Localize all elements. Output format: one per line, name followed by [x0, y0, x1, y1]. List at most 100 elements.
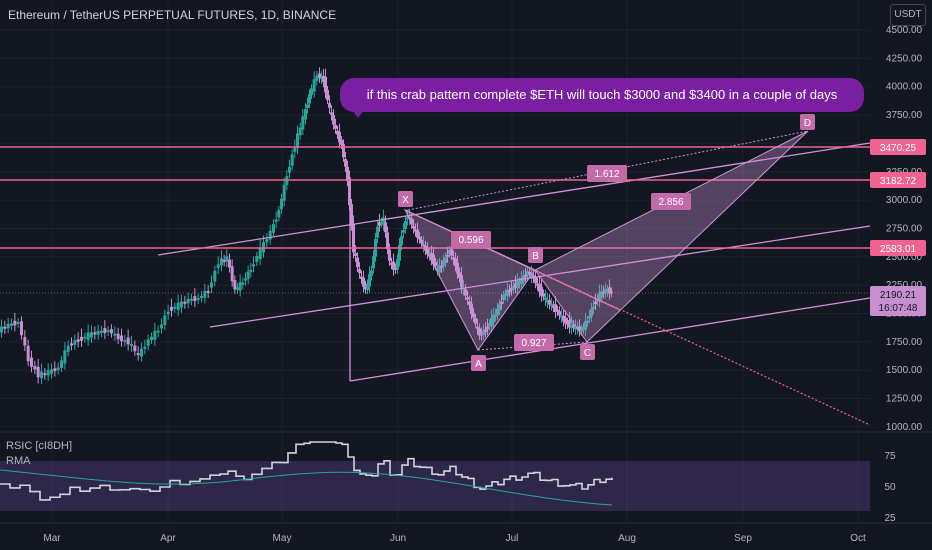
candle-body [370, 270, 373, 276]
candle-body [388, 249, 391, 261]
candle-body [570, 323, 573, 329]
ratio-label-2856: 2.856 [651, 193, 691, 210]
candle-body [210, 282, 213, 288]
candle-body [46, 370, 50, 376]
rsi-axis: 75 50 25 [884, 451, 896, 524]
svg-text:2583.01: 2583.01 [880, 244, 917, 255]
candle-body [492, 314, 495, 323]
candle-body [494, 314, 497, 317]
candle-body [249, 269, 253, 272]
ratio-label-0596: 0.596 [451, 231, 491, 248]
candle-body [233, 280, 237, 290]
candle-body [342, 144, 345, 158]
candle-body [468, 301, 471, 305]
annotation-callout[interactable]: if this crab pattern complete $ETH will … [340, 78, 864, 112]
candle-body [73, 340, 77, 345]
candle-body [490, 317, 493, 327]
lower-channel-line[interactable] [349, 297, 871, 382]
candle-body [96, 330, 100, 335]
crab-pattern[interactable] [403, 130, 809, 351]
time-tick: Jun [390, 533, 406, 544]
candle-body [238, 282, 242, 291]
candle-body [193, 296, 197, 302]
candle-body [380, 221, 383, 224]
candle-body [83, 336, 87, 339]
candle-body [472, 312, 475, 318]
current-price-tag: 2190.21 16:07:48 [870, 286, 926, 316]
candle-body [604, 288, 607, 294]
candle-body [484, 329, 487, 332]
point-label-c: C [580, 344, 595, 360]
candle-body [356, 257, 359, 268]
candle-body [228, 259, 231, 268]
candle-body [110, 329, 113, 334]
time-axis[interactable]: Mar Apr May Jun Jul Aug Sep Oct [43, 533, 866, 544]
candle-body [180, 301, 183, 308]
svg-text:B: B [532, 251, 539, 262]
candle-body [600, 291, 603, 298]
candle-body [396, 258, 399, 270]
candle-body [338, 131, 341, 143]
candle-body [332, 115, 335, 125]
svg-text:A: A [475, 359, 482, 370]
candle-body [346, 166, 349, 182]
candle-body [372, 256, 375, 269]
candle-body [546, 299, 549, 303]
price-tick: 1500.00 [886, 365, 923, 376]
candle-body [282, 184, 286, 201]
svg-text:0.596: 0.596 [458, 235, 483, 246]
candle-body [470, 303, 473, 314]
candle-body [170, 306, 173, 311]
level-tag-2583: 2583.01 [870, 240, 926, 256]
candle-body [508, 290, 511, 293]
svg-text:X: X [402, 195, 409, 206]
indicator-label[interactable]: RSIC [cI8DH] [6, 440, 73, 452]
price-axis[interactable]: 4500.004250.004000.003750.003500.003250.… [886, 25, 923, 433]
candle-body [450, 249, 453, 256]
candle-body [93, 332, 97, 335]
candle-body [498, 304, 501, 311]
candle-body [203, 290, 207, 298]
price-tick: 1250.00 [886, 394, 923, 405]
currency-button[interactable]: USDT [890, 4, 926, 26]
point-label-a: A [471, 355, 486, 371]
candle-body [33, 365, 37, 370]
candle-body [146, 339, 150, 346]
candle-body [334, 124, 337, 129]
candle-body [16, 322, 20, 324]
candle-body [590, 308, 593, 317]
upper-channel-line[interactable] [157, 142, 871, 256]
candle-body [116, 333, 120, 340]
candle-body [592, 306, 595, 309]
svg-text:D: D [804, 118, 811, 129]
candle-body [566, 322, 569, 325]
candle-body [143, 346, 147, 349]
rsi-indicator [0, 441, 613, 506]
candle-body [315, 75, 319, 81]
candle-body [428, 254, 431, 257]
candle-body [378, 221, 381, 226]
candle-body [464, 289, 467, 296]
candle-body [554, 304, 557, 313]
candle-body [183, 301, 187, 304]
candle-body [246, 271, 250, 279]
candle-body [512, 286, 515, 290]
time-tick: Jul [506, 533, 519, 544]
candle-body [103, 328, 107, 334]
indicator-sub-label: RMA [6, 455, 31, 467]
candle-body [562, 315, 565, 322]
candle-body [216, 264, 220, 269]
candle-body [306, 104, 309, 108]
candle-body [206, 291, 210, 294]
time-tick: May [273, 533, 292, 544]
candle-body [20, 321, 23, 336]
price-tick: 1000.00 [886, 422, 923, 433]
candle-body [386, 232, 389, 250]
svg-text:C: C [584, 348, 591, 359]
candle-body [10, 323, 13, 326]
candle-body [608, 287, 611, 294]
candle-body [442, 260, 445, 267]
candle-body [200, 295, 203, 298]
candle-body [544, 297, 547, 300]
